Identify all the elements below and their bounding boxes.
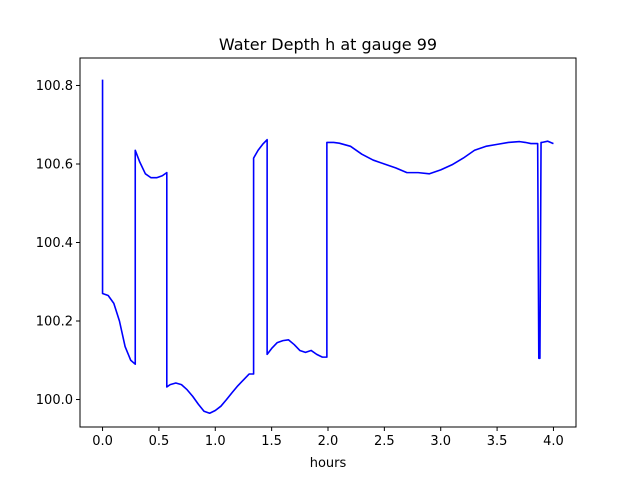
y-tick-label: 100.8 xyxy=(36,79,73,94)
x-tick-label: 0.0 xyxy=(92,434,113,449)
plot-area xyxy=(101,79,554,415)
x-tick-label: 1.0 xyxy=(205,434,226,449)
y-tick-label: 100.2 xyxy=(36,315,73,330)
y-axis: 100.0 100.2 100.4 100.6 100.8 xyxy=(36,79,80,408)
x-tick-label: 0.5 xyxy=(149,434,170,449)
x-tick-label: 3.5 xyxy=(487,434,508,449)
x-axis-label: hours xyxy=(310,456,347,471)
chart-title: Water Depth h at gauge 99 xyxy=(219,35,437,54)
y-tick-label: 100.0 xyxy=(36,393,73,408)
x-tick-label: 2.5 xyxy=(374,434,395,449)
x-tick-label: 4.0 xyxy=(543,434,564,449)
series-line-0 xyxy=(101,79,554,415)
y-tick-label: 100.6 xyxy=(36,157,73,172)
x-axis: 0.0 0.5 1.0 1.5 2.0 2.5 3.0 3.5 4.0 xyxy=(92,427,564,449)
y-tick-label: 100.4 xyxy=(36,236,73,251)
axes-frame xyxy=(79,57,577,428)
x-tick-label: 1.5 xyxy=(261,434,282,449)
x-tick-label: 2.0 xyxy=(318,434,339,449)
x-tick-label: 3.0 xyxy=(430,434,451,449)
